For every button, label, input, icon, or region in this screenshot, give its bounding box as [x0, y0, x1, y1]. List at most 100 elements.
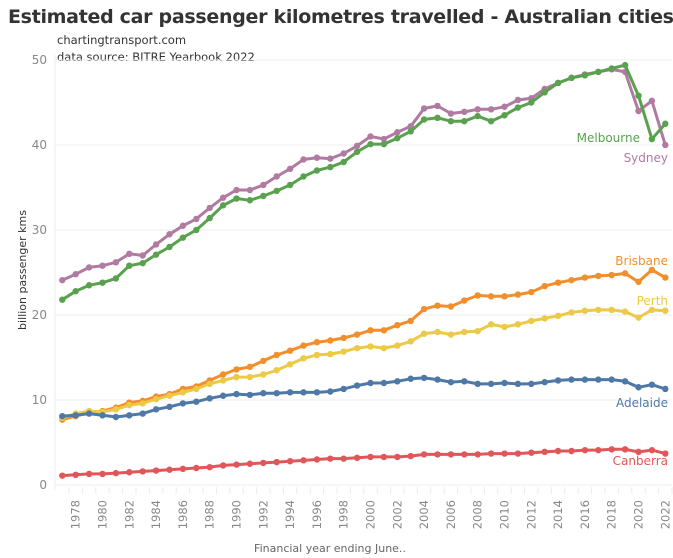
data-point-sydney[interactable]: [394, 129, 401, 136]
data-point-melbourne[interactable]: [541, 89, 548, 96]
data-point-perth[interactable]: [340, 348, 347, 355]
data-point-adelaide[interactable]: [474, 380, 481, 388]
data-point-perth[interactable]: [434, 328, 441, 336]
data-point-canberra[interactable]: [273, 458, 280, 466]
data-point-canberra[interactable]: [233, 461, 240, 468]
data-point-sydney[interactable]: [635, 107, 642, 115]
data-point-canberra[interactable]: [126, 469, 133, 476]
data-point-canberra[interactable]: [206, 463, 213, 471]
data-point-brisbane[interactable]: [635, 278, 642, 286]
data-point-perth[interactable]: [286, 361, 294, 368]
data-point-perth[interactable]: [635, 314, 642, 321]
data-point-brisbane[interactable]: [541, 282, 548, 290]
data-point-adelaide[interactable]: [635, 384, 642, 391]
data-point-adelaide[interactable]: [514, 380, 522, 388]
data-point-canberra[interactable]: [608, 446, 615, 453]
data-point-canberra[interactable]: [581, 446, 589, 454]
data-point-sydney[interactable]: [85, 264, 93, 271]
data-point-perth[interactable]: [353, 344, 361, 352]
data-point-canberra[interactable]: [528, 449, 535, 456]
data-point-sydney[interactable]: [327, 155, 334, 162]
data-point-melbourne[interactable]: [394, 135, 401, 142]
data-point-sydney[interactable]: [648, 97, 656, 105]
data-point-melbourne[interactable]: [514, 104, 522, 111]
data-point-melbourne[interactable]: [340, 158, 347, 166]
data-point-adelaide[interactable]: [313, 389, 321, 396]
data-point-melbourne[interactable]: [595, 68, 602, 76]
data-point-brisbane[interactable]: [327, 337, 334, 344]
data-point-adelaide[interactable]: [487, 380, 495, 388]
data-point-adelaide[interactable]: [300, 389, 307, 396]
data-point-melbourne[interactable]: [568, 74, 575, 82]
data-point-canberra[interactable]: [353, 454, 361, 461]
data-point-canberra[interactable]: [501, 450, 508, 457]
data-point-brisbane[interactable]: [608, 271, 615, 279]
data-point-brisbane[interactable]: [487, 293, 495, 300]
data-point-canberra[interactable]: [72, 471, 79, 478]
data-point-canberra[interactable]: [139, 468, 146, 475]
data-point-adelaide[interactable]: [380, 379, 388, 387]
data-point-perth[interactable]: [300, 355, 307, 362]
data-point-adelaide[interactable]: [179, 400, 187, 407]
data-point-perth[interactable]: [380, 344, 388, 352]
data-point-canberra[interactable]: [340, 455, 347, 462]
data-point-melbourne[interactable]: [420, 116, 428, 123]
data-point-adelaide[interactable]: [501, 379, 508, 387]
data-point-canberra[interactable]: [246, 460, 254, 467]
data-point-brisbane[interactable]: [353, 331, 361, 338]
data-point-brisbane[interactable]: [514, 291, 522, 298]
data-point-canberra[interactable]: [514, 450, 522, 457]
data-point-melbourne[interactable]: [286, 181, 294, 189]
data-point-perth[interactable]: [420, 330, 428, 337]
data-point-adelaide[interactable]: [206, 395, 213, 402]
data-point-canberra[interactable]: [193, 464, 200, 472]
data-point-adelaide[interactable]: [595, 376, 602, 383]
data-point-adelaide[interactable]: [99, 412, 106, 419]
data-point-adelaide[interactable]: [621, 378, 629, 385]
data-point-adelaide[interactable]: [273, 390, 280, 397]
data-point-canberra[interactable]: [380, 453, 388, 461]
data-point-perth[interactable]: [367, 343, 374, 350]
data-point-canberra[interactable]: [474, 451, 481, 458]
data-point-perth[interactable]: [514, 321, 522, 328]
data-point-adelaide[interactable]: [139, 410, 146, 417]
data-point-sydney[interactable]: [233, 186, 240, 194]
data-point-brisbane[interactable]: [648, 266, 656, 274]
data-point-adelaide[interactable]: [152, 406, 160, 413]
data-point-canberra[interactable]: [461, 451, 468, 458]
data-point-adelaide[interactable]: [420, 374, 428, 382]
data-point-brisbane[interactable]: [568, 276, 575, 284]
data-point-brisbane[interactable]: [233, 366, 240, 373]
data-point-adelaide[interactable]: [662, 385, 669, 393]
data-point-brisbane[interactable]: [501, 293, 508, 300]
data-point-perth[interactable]: [233, 373, 240, 381]
data-point-sydney[interactable]: [313, 154, 321, 161]
data-point-sydney[interactable]: [139, 252, 146, 259]
data-point-melbourne[interactable]: [662, 120, 669, 127]
data-point-melbourne[interactable]: [327, 163, 334, 171]
data-point-sydney[interactable]: [152, 241, 160, 248]
data-point-brisbane[interactable]: [447, 303, 455, 310]
data-point-brisbane[interactable]: [273, 351, 280, 359]
data-point-canberra[interactable]: [662, 450, 669, 457]
data-point-sydney[interactable]: [72, 271, 79, 278]
data-point-melbourne[interactable]: [206, 214, 213, 222]
data-point-perth[interactable]: [474, 327, 481, 335]
data-point-melbourne[interactable]: [85, 282, 93, 289]
data-point-adelaide[interactable]: [59, 412, 66, 420]
data-point-melbourne[interactable]: [554, 79, 562, 87]
data-point-melbourne[interactable]: [407, 128, 414, 135]
data-point-melbourne[interactable]: [313, 167, 321, 174]
data-point-adelaide[interactable]: [353, 382, 361, 389]
data-point-sydney[interactable]: [260, 181, 267, 189]
data-point-brisbane[interactable]: [260, 357, 267, 365]
data-point-brisbane[interactable]: [286, 347, 294, 354]
data-point-canberra[interactable]: [300, 457, 307, 464]
data-point-perth[interactable]: [541, 315, 548, 322]
data-point-sydney[interactable]: [340, 150, 347, 157]
data-point-canberra[interactable]: [85, 470, 93, 478]
data-point-canberra[interactable]: [487, 450, 495, 457]
data-point-brisbane[interactable]: [394, 322, 401, 329]
data-point-adelaide[interactable]: [394, 378, 401, 385]
data-point-sydney[interactable]: [59, 276, 66, 284]
